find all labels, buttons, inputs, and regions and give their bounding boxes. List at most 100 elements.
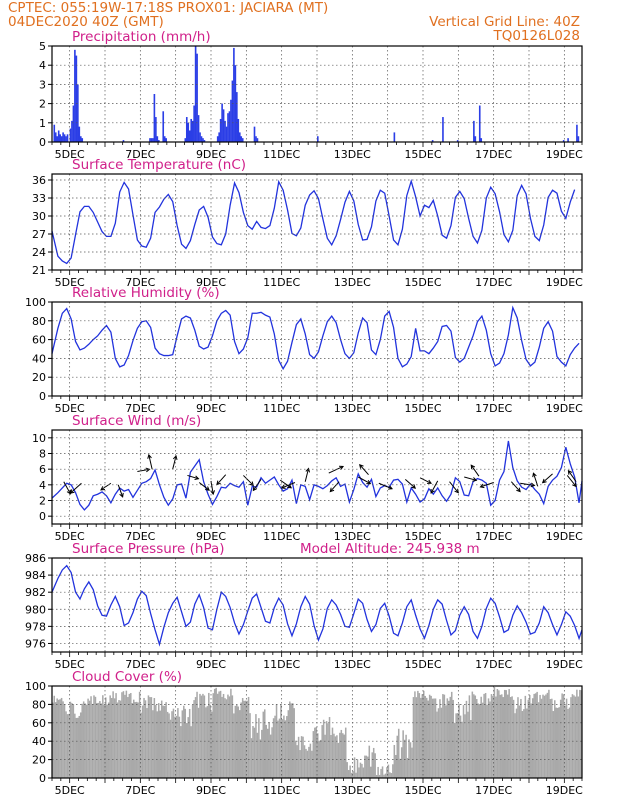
cloud-bar-102 — [202, 693, 204, 778]
precip-bar-17 — [79, 136, 82, 142]
cloud-bar-6 — [60, 697, 63, 778]
cloud-ytick-label: 40 — [32, 735, 46, 748]
cloud-bar-339 — [551, 698, 553, 778]
cloud-bar-225 — [383, 774, 385, 778]
cloud-bar-335 — [545, 694, 547, 778]
cloud-bar-83 — [174, 716, 176, 778]
cloud-bar-97 — [194, 697, 197, 778]
cloud-bar-288 — [476, 699, 478, 778]
cloud-bar-79 — [168, 713, 170, 778]
precip-bar-5 — [60, 136, 63, 142]
cloud-bar-174 — [308, 746, 310, 778]
precip-bar-71 — [474, 136, 477, 142]
cloud-bar-345 — [559, 699, 562, 778]
cloud-bar-56 — [134, 702, 136, 778]
precip-bar-69 — [456, 140, 459, 142]
cloud-bar-126 — [237, 706, 240, 778]
cloud-bar-207 — [356, 759, 359, 778]
cloud-bar-231 — [392, 764, 394, 778]
cloud-bar-264 — [440, 707, 443, 778]
pressure-frame — [51, 557, 583, 653]
humidity-xtick-label: 13DEC — [334, 402, 371, 415]
precip-bar-18 — [81, 138, 84, 142]
precip-bar-15 — [77, 84, 79, 142]
cloud-ytick-label: 60 — [32, 717, 46, 730]
cloud-bar-331 — [539, 694, 541, 778]
cloud-bar-351 — [568, 707, 571, 778]
cloud-bar-86 — [178, 716, 181, 778]
cloud-bar-269 — [448, 700, 450, 778]
pressure-ytick-label: 978 — [25, 620, 46, 633]
precip-bar-44 — [216, 136, 219, 142]
cloud-bar-283 — [468, 695, 471, 778]
cloud-bar-186 — [325, 721, 328, 778]
precip-bar-27 — [162, 111, 165, 142]
cloud-bar-42 — [113, 698, 116, 778]
cloud-bar-235 — [397, 728, 400, 778]
cloud-bar-151 — [274, 715, 276, 778]
cloud-bar-157 — [283, 715, 285, 778]
humidity-xtick-label: 15DEC — [404, 402, 441, 415]
cloud-bar-13 — [71, 703, 73, 778]
temperature-ytick-label: 21 — [32, 264, 46, 277]
cloud-bar-140 — [258, 718, 260, 778]
pressure-xtick-label: 11DEC — [263, 658, 300, 671]
cloud-bar-144 — [264, 709, 266, 778]
cloud-bar-159 — [286, 716, 288, 778]
wind-ytick-label: 0 — [39, 510, 46, 523]
precip-bar-22 — [152, 138, 154, 142]
cloud-bar-237 — [400, 747, 403, 778]
cloud-ytick-label: 80 — [32, 698, 46, 711]
cloud-bar-90 — [184, 708, 187, 778]
wind-xtick-label: 9DEC — [196, 530, 226, 543]
cloud-bar-16 — [75, 717, 78, 778]
cloud-bar-221 — [377, 766, 379, 778]
wind-vector-32 — [566, 475, 577, 488]
cloud-bar-41 — [112, 691, 114, 778]
temperature-xtick-label: 7DEC — [125, 276, 155, 289]
cloud-bar-357 — [577, 696, 580, 778]
temperature-xtick-label: 5DEC — [55, 276, 85, 289]
wind-vector-15 — [304, 467, 311, 482]
cloud-bar-34 — [102, 695, 104, 778]
cloud-bar-7 — [62, 701, 64, 778]
header-grid-note: Vertical Grid Line: 40Z — [429, 14, 580, 30]
cloud-bar-214 — [367, 756, 369, 778]
wind-xtick-label: 7DEC — [125, 530, 155, 543]
cloud-bar-70 — [155, 705, 157, 778]
precip-bar-75 — [567, 138, 569, 142]
cloud-bar-287 — [474, 695, 477, 778]
cloud-bar-169 — [300, 736, 303, 778]
cloud-bar-266 — [443, 694, 446, 778]
cloud-bar-241 — [406, 757, 409, 778]
cloud-bar-239 — [403, 739, 406, 778]
pressure-ytick-label: 976 — [25, 637, 46, 650]
cloud-bar-166 — [296, 745, 298, 778]
cloud-bar-304 — [499, 694, 502, 778]
cloud-bar-104 — [205, 707, 207, 778]
cloud-bar-72 — [158, 703, 160, 778]
cloud-bar-52 — [128, 693, 131, 778]
cloud-bar-242 — [408, 739, 410, 778]
wind-vector-0 — [63, 481, 71, 495]
cloud-bar-81 — [171, 711, 173, 778]
cloud-bar-57 — [135, 701, 138, 778]
cloud-bar-293 — [483, 693, 485, 778]
wind-title: Surface Wind (m/s) — [72, 413, 201, 429]
precip-bar-49 — [224, 120, 226, 142]
humidity-ytick-label: 60 — [32, 334, 46, 347]
wind-vector-27 — [479, 482, 494, 489]
cloud-ytick-label: 0 — [39, 772, 46, 785]
cloud-bar-3 — [56, 698, 58, 778]
cloud-xtick-label: 5DEC — [55, 784, 85, 797]
precip-bar-26 — [158, 140, 160, 142]
cloud-bar-20 — [81, 703, 83, 778]
cloud-bar-337 — [548, 689, 550, 778]
cloud-bar-118 — [225, 699, 228, 778]
pressure-ytick-label: 980 — [25, 603, 46, 616]
cloud-bar-94 — [190, 726, 192, 778]
humidity-ytick-label: 20 — [32, 371, 46, 384]
cloud-bar-215 — [368, 745, 371, 778]
cloud-bar-133 — [247, 696, 250, 778]
wind-vector-2 — [100, 482, 112, 491]
